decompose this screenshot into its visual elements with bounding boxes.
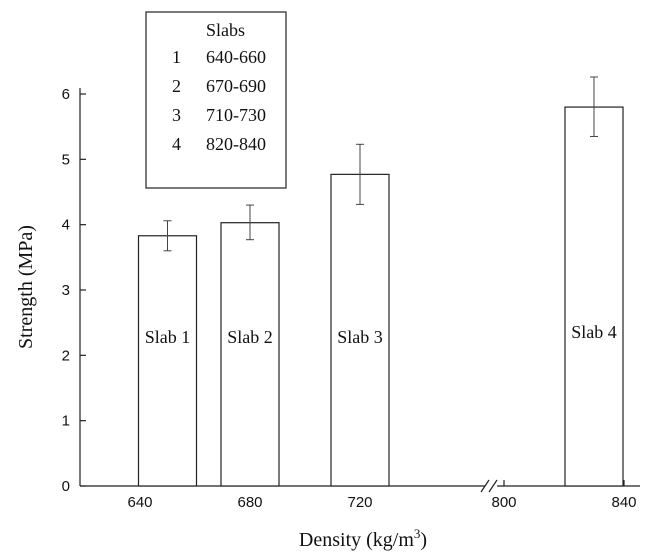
y-tick-label: 0: [62, 478, 70, 495]
legend-item-id: 3: [172, 105, 181, 125]
legend-item-range: 670-690: [206, 76, 266, 96]
y-tick-label: 5: [62, 151, 70, 168]
x-tick-label: 840: [611, 494, 636, 511]
bars: Slab 1 Slab 2 Slab 3 Slab 4: [137, 76, 624, 487]
legend-title: Slabs: [206, 20, 245, 40]
x-tick-label: 640: [127, 494, 152, 511]
bar-label-2: Slab 2: [227, 327, 273, 347]
legend-item-id: 2: [172, 76, 181, 96]
legend-items: 1 640-660 2 670-690 3 710-730 4 820-840: [172, 47, 266, 154]
bar-3: [330, 173, 390, 487]
y-tick-label: 4: [62, 217, 70, 234]
legend-item-range: 710-730: [206, 105, 266, 125]
x-tick-label: 800: [491, 494, 516, 511]
x-tick-label: 720: [347, 494, 372, 511]
x-axis-title: Density (kg/m3): [299, 526, 427, 551]
x-axis-title-end: ): [420, 529, 427, 551]
legend-box: [145, 11, 287, 189]
bar-1: [137, 235, 198, 487]
legend-item-id: 4: [172, 134, 181, 154]
bar-label-4: Slab 4: [571, 322, 617, 342]
x-axis-title-sup: 3: [414, 526, 421, 541]
bar-2: [220, 222, 280, 487]
legend: Slabs 1 640-660 2 670-690 3 710-730 4 820-840: [145, 11, 287, 189]
y-axis-title: Strength (MPa): [15, 225, 37, 349]
bar-4: [564, 106, 624, 487]
y-tick-label: 6: [62, 86, 70, 103]
legend-item-range: 640-660: [206, 47, 266, 67]
y-ticks: 0 1 2 3 4 5 6: [62, 86, 86, 495]
bar-label-3: Slab 3: [337, 327, 383, 347]
x-tick-label: 680: [237, 494, 262, 511]
y-tick-label: 2: [62, 347, 70, 364]
axis-break-marker: [480, 479, 498, 493]
y-tick-label: 3: [62, 282, 70, 299]
legend-item-range: 820-840: [206, 134, 266, 154]
bar-label-1: Slab 1: [145, 327, 191, 347]
legend-item-id: 1: [172, 47, 181, 67]
y-tick-label: 1: [62, 413, 70, 430]
x-axis-title-main: Density (kg/m: [299, 529, 414, 551]
